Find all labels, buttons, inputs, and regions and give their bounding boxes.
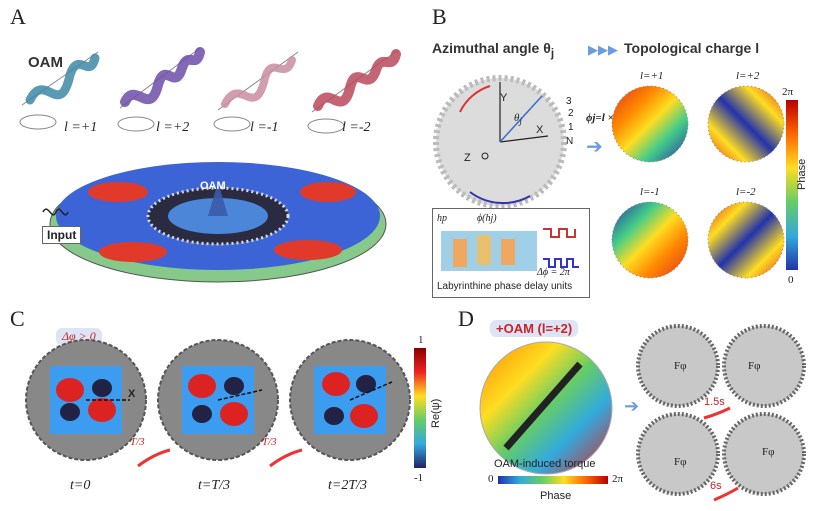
inset-phi: ϕ(hj) — [477, 213, 497, 224]
helix-label-4: l =-2 — [342, 120, 371, 135]
frame-1 — [25, 339, 147, 461]
oam-center-label: OAM — [200, 180, 226, 192]
index-3: 3 — [566, 96, 572, 107]
chevrons-icon: ▶▶▶ — [588, 42, 618, 57]
d-colorbar-label: Phase — [540, 490, 572, 502]
torque-label: OAM-induced torque — [494, 458, 596, 470]
frame-3 — [289, 339, 411, 461]
inset-hp: hp — [437, 213, 447, 224]
helix-row — [19, 47, 401, 134]
force-label-4: Fφ — [762, 446, 775, 458]
panel-c-label: C — [10, 306, 25, 331]
right-arrow-icon: ➔ — [586, 136, 603, 158]
theta-label: θj — [514, 112, 522, 127]
force-label-1: Fφ — [674, 360, 687, 372]
azimuthal-diagram — [433, 75, 567, 209]
re-colorbar-label: Re(ψ) — [430, 398, 442, 428]
colorbar-top: 2π — [782, 86, 794, 98]
panel-d-label: D — [458, 306, 474, 331]
helix-label-1: l =+1 — [64, 120, 98, 135]
inset-dphi: Δϕ = 2π — [537, 267, 570, 278]
inset-caption: Labyrinthine phase delay units — [437, 281, 573, 292]
azimuthal-title: Azimuthal angle θj — [432, 40, 555, 60]
helix-label-2: l =+2 — [156, 120, 190, 135]
re-colorbar-bottom: -1 — [414, 472, 424, 484]
oam-disk — [42, 162, 387, 283]
frame-2 — [157, 339, 279, 461]
topo-title: Topological charge l — [624, 40, 760, 56]
arrow-label-2: T/3 — [262, 436, 277, 448]
helix-l-minus2 — [307, 49, 401, 134]
helix-l-plus1 — [19, 51, 100, 130]
phase-label-3: l=-1 — [640, 186, 660, 198]
axis-x: X — [536, 124, 544, 136]
field-frames — [25, 339, 411, 468]
d-colorbar-right: 2π — [612, 473, 624, 485]
axis-z: Z — [464, 152, 471, 164]
index-n: N — [566, 136, 574, 147]
helix-l-plus2 — [117, 47, 205, 132]
force-label-3: Fφ — [674, 456, 687, 468]
d-phase-colorbar — [498, 476, 608, 484]
x-label: X — [128, 388, 136, 400]
frame-label-2: t=T/3 — [198, 478, 231, 493]
frame-label-3: t=2T/3 — [328, 478, 368, 493]
helix-l-minus1 — [213, 51, 299, 132]
arrow-label-1: T/3 — [130, 436, 145, 448]
phase-plots — [611, 85, 785, 279]
rotation-photos — [636, 324, 806, 502]
labyrinth-graphic — [441, 228, 579, 271]
colorbar-label: Phase — [796, 158, 808, 190]
oam-badge: +OAM (l=+2) — [490, 320, 579, 337]
labyrinth-inset: hp ϕ(hj) Δϕ = 2π Labyrinthine phase dela… — [432, 208, 590, 298]
panel-a-label: A — [10, 4, 26, 29]
input-label: Input — [42, 226, 82, 244]
re-colorbar — [414, 348, 426, 468]
time-label-1: 1.5s — [704, 396, 725, 408]
d-arrow-icon: ➔ — [624, 396, 640, 416]
index-1: 1 — [568, 122, 574, 133]
panel-b-label: B — [432, 4, 447, 29]
force-label-2: Fφ — [748, 360, 761, 372]
index-2: 2 — [568, 108, 574, 119]
phase-label-2: l=+2 — [736, 70, 760, 82]
re-colorbar-top: 1 — [418, 334, 424, 346]
axis-y: Y — [500, 92, 508, 104]
helix-label-3: l =-1 — [250, 120, 279, 135]
torque-disk — [479, 341, 613, 475]
colorbar-bottom: 0 — [788, 274, 794, 286]
oam-label: OAM — [28, 54, 63, 71]
phase-colorbar — [786, 100, 798, 270]
phase-label-1: l=+1 — [640, 70, 664, 82]
phase-label-4: l=-2 — [736, 186, 756, 198]
d-colorbar-left: 0 — [488, 473, 494, 485]
time-label-2: 6s — [710, 480, 722, 492]
frame-label-1: t=0 — [70, 478, 91, 493]
